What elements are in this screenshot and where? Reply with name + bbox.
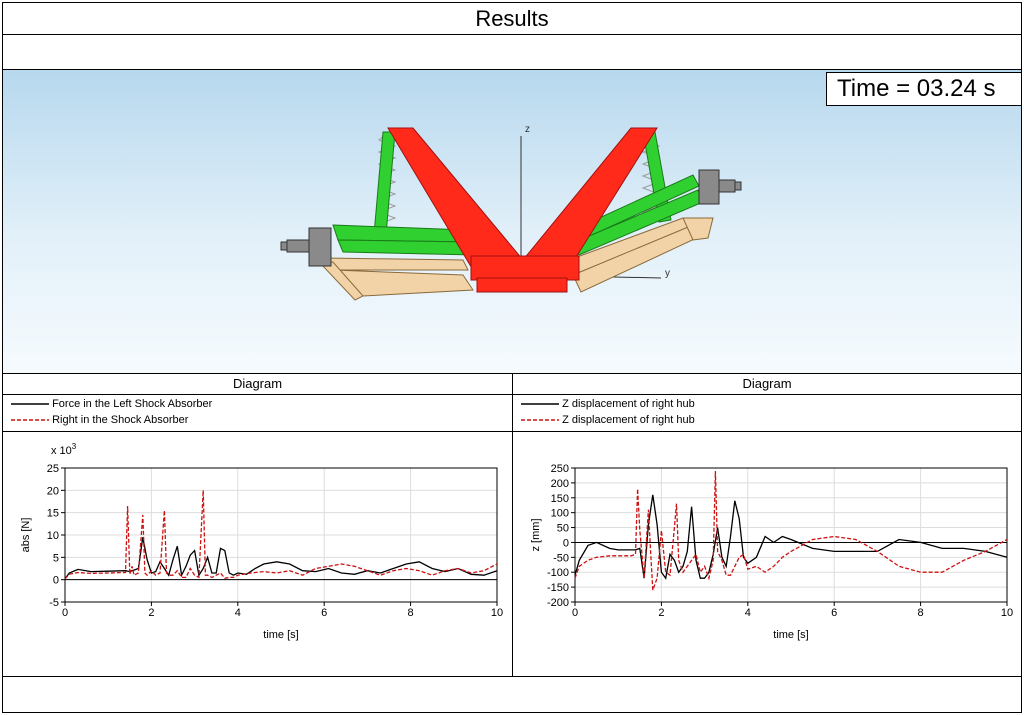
y-tick-label: 0 bbox=[563, 537, 569, 549]
y-tick-label: 10 bbox=[47, 530, 59, 542]
legend-swatch-dashed bbox=[11, 419, 49, 421]
y-tick-label: -100 bbox=[547, 567, 569, 579]
x-axis-label: time [s] bbox=[263, 629, 298, 641]
time-display: Time = 03.24 s bbox=[826, 72, 1021, 106]
y-tick-label: -50 bbox=[553, 552, 569, 564]
plot-frame bbox=[574, 467, 1008, 603]
displacement-chart[interactable]: 0 2 4 6 8 10 -200 -150 -100 -50 0 50 100 150 200 250 tim… bbox=[513, 432, 1021, 676]
x-tick-label: 10 bbox=[491, 607, 503, 619]
y-tick-label: 250 bbox=[551, 463, 569, 475]
right-wheel-hub bbox=[698, 169, 742, 205]
diagram-header: Diagram bbox=[513, 374, 1021, 395]
legend-label: Force in the Left Shock Absorber bbox=[52, 398, 213, 410]
series-line-1 bbox=[574, 494, 1008, 580]
axis-y-label: y bbox=[665, 268, 670, 279]
x-tick-label: 2 bbox=[658, 607, 664, 619]
y-tick-label: 150 bbox=[551, 493, 569, 505]
page-title: Results bbox=[475, 6, 549, 31]
y-tick-label: 25 bbox=[47, 463, 59, 475]
left-wheel-hub bbox=[280, 227, 332, 267]
chart-legend: Force in the Left Shock Absorber Right i… bbox=[3, 394, 512, 432]
legend-label: Right in the Shock Absorber bbox=[52, 414, 189, 426]
legend-swatch-solid bbox=[521, 403, 559, 405]
suspension-model[interactable]: z y bbox=[3, 70, 1022, 374]
diagram-header: Diagram bbox=[3, 374, 512, 395]
legend-label: Z displacement of right hub bbox=[562, 414, 695, 426]
x-tick-label: 0 bbox=[572, 607, 578, 619]
results-title-bar: Results bbox=[2, 2, 1022, 35]
legend-item: Right in the Shock Absorber bbox=[11, 413, 188, 428]
y-tick-label: -150 bbox=[547, 582, 569, 594]
chart-legend: Z displacement of right hub Z displaceme… bbox=[513, 394, 1021, 432]
y-tick-label: 200 bbox=[551, 478, 569, 490]
x-axis-label: time [s] bbox=[773, 629, 808, 641]
x-tick-label: 6 bbox=[831, 607, 837, 619]
y-axis-label: abs [N] bbox=[20, 518, 32, 553]
y-axis-label: z [mm] bbox=[530, 519, 542, 552]
y-tick-label: -5 bbox=[49, 597, 59, 609]
legend-item: Z displacement of right hub bbox=[521, 413, 695, 428]
3d-viewport[interactable]: z y Time = 03.24 s bbox=[2, 69, 1022, 374]
legend-label: Z displacement of right hub bbox=[562, 398, 695, 410]
legend-item: Z displacement of right hub bbox=[521, 397, 695, 412]
y-tick-label: 5 bbox=[53, 552, 59, 564]
diagram-panel-right: Diagram Z displacement of right hub Z di… bbox=[512, 373, 1022, 677]
y-tick-label: 20 bbox=[47, 485, 59, 497]
x-tick-label: 2 bbox=[148, 607, 154, 619]
x-tick-label: 4 bbox=[745, 607, 751, 619]
series-line-2 bbox=[64, 490, 498, 580]
legend-swatch-solid bbox=[11, 403, 49, 405]
axis-z-label: z bbox=[525, 124, 530, 135]
diagram-panel-left: Diagram Force in the Left Shock Absorber… bbox=[2, 373, 513, 677]
x-tick-label: 6 bbox=[321, 607, 327, 619]
y-tick-label: -200 bbox=[547, 597, 569, 609]
status-bar bbox=[2, 676, 1022, 713]
left-upper-arm bbox=[332, 224, 476, 256]
series-line-1 bbox=[64, 537, 498, 580]
x-tick-label: 10 bbox=[1001, 607, 1013, 619]
legend-swatch-dashed bbox=[521, 419, 559, 421]
x-tick-label: 8 bbox=[918, 607, 924, 619]
series-line-2 bbox=[574, 470, 1008, 591]
x-tick-label: 0 bbox=[62, 607, 68, 619]
right-lower-arm bbox=[568, 217, 714, 293]
toolbar-area bbox=[2, 34, 1022, 70]
left-lower-arm bbox=[319, 257, 474, 301]
legend-item: Force in the Left Shock Absorber bbox=[11, 397, 212, 412]
y-tick-label: 15 bbox=[47, 508, 59, 520]
chassis-frame bbox=[387, 127, 658, 293]
y-tick-label: 100 bbox=[551, 508, 569, 520]
y-tick-label: 0 bbox=[53, 575, 59, 587]
y-tick-label: 50 bbox=[557, 523, 569, 535]
x-tick-label: 4 bbox=[235, 607, 241, 619]
x-tick-label: 8 bbox=[408, 607, 414, 619]
y-multiplier-label: x 103 bbox=[51, 442, 77, 457]
